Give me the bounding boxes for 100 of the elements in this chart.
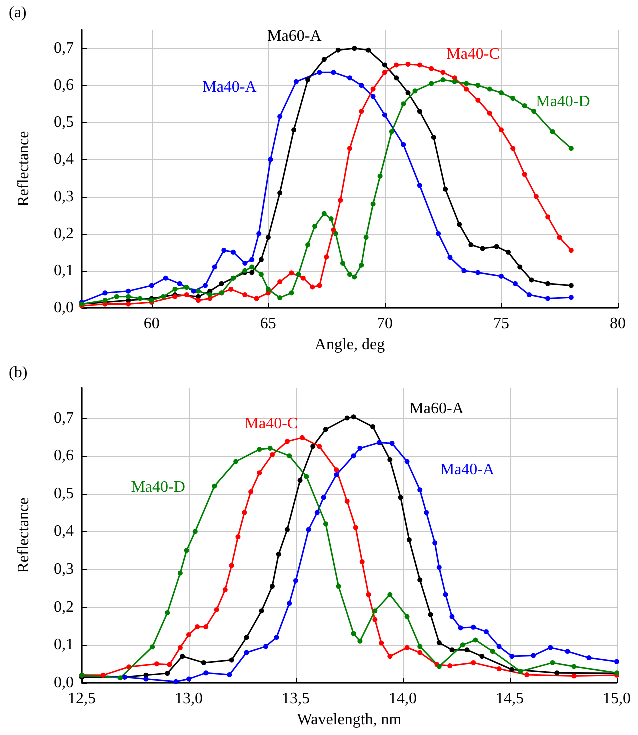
point [510,667,515,672]
point [382,62,388,68]
point [270,452,275,458]
x-tick-label: 60 [144,316,160,332]
point [126,302,132,307]
point [242,510,248,516]
point [348,76,352,81]
point [372,608,378,614]
point [431,134,436,140]
point [568,146,574,152]
point [191,288,196,294]
point [432,540,438,546]
y-tick-label: 0,5 [54,485,74,502]
point [229,563,234,568]
point [178,570,183,576]
point [498,274,504,279]
x-axis-title: Wavelength, nm [297,711,402,728]
series-label: Ma40-A [440,461,496,478]
x-tick-label: 70 [376,316,393,332]
point [334,468,340,473]
y-tick-label: 0,4 [54,523,74,540]
point [204,624,209,630]
point [289,290,294,296]
y-tick-label: 0,7 [54,40,74,58]
text: Ma60-A [410,400,464,418]
y-tick-label: 0,3 [54,561,74,578]
point [532,109,537,114]
point [476,83,481,88]
point [443,592,448,598]
point [186,632,192,638]
point [352,46,358,52]
point [340,261,346,266]
point [258,272,264,278]
x-tick-label: 15,0 [603,690,631,708]
point [359,83,364,88]
point [195,624,200,630]
point [102,298,108,304]
point [351,631,356,636]
point [150,644,156,650]
point [494,244,500,250]
point [222,248,227,254]
point [287,601,292,606]
point [184,548,190,554]
point [317,444,322,450]
point [258,257,264,262]
point [417,62,422,68]
point [294,79,299,84]
point [184,292,190,298]
point [464,648,470,653]
point [298,478,303,484]
point [418,644,423,650]
point [388,457,393,462]
point [352,274,358,280]
point [429,81,434,86]
point [484,629,489,634]
point [266,286,271,292]
x-tick-label: 75 [493,316,510,332]
x-tick-label: 13,0 [175,690,203,708]
point [418,488,423,493]
point [568,248,574,254]
point [565,649,570,654]
point [429,66,434,72]
y-tick-label: 0,2 [54,598,74,616]
point [270,584,275,590]
point [201,660,206,666]
point [376,440,382,446]
point [512,281,518,286]
point [126,664,132,670]
point [394,62,400,68]
point [154,662,160,667]
point [178,645,183,650]
point [487,86,492,92]
point [268,446,273,452]
point [382,70,388,76]
point [359,109,364,114]
y-tick-label: 0,5 [54,114,74,132]
point [524,672,530,678]
point [161,294,166,300]
point [378,174,383,179]
point [242,261,248,266]
point [510,96,516,102]
point [476,98,481,103]
point [296,272,302,278]
chart-title: (b) [9,364,28,382]
x-tick-label: 14,5 [496,690,524,708]
point [353,525,358,530]
point [401,142,406,148]
point [496,644,502,650]
point [230,250,236,255]
point [306,78,311,83]
point [443,186,448,192]
x-tick-label: 80 [610,316,626,332]
point [322,57,327,62]
point [268,157,274,162]
point [284,527,290,532]
point [471,624,476,630]
point [242,292,248,298]
point [417,109,422,114]
point [186,676,192,682]
point [257,447,262,452]
